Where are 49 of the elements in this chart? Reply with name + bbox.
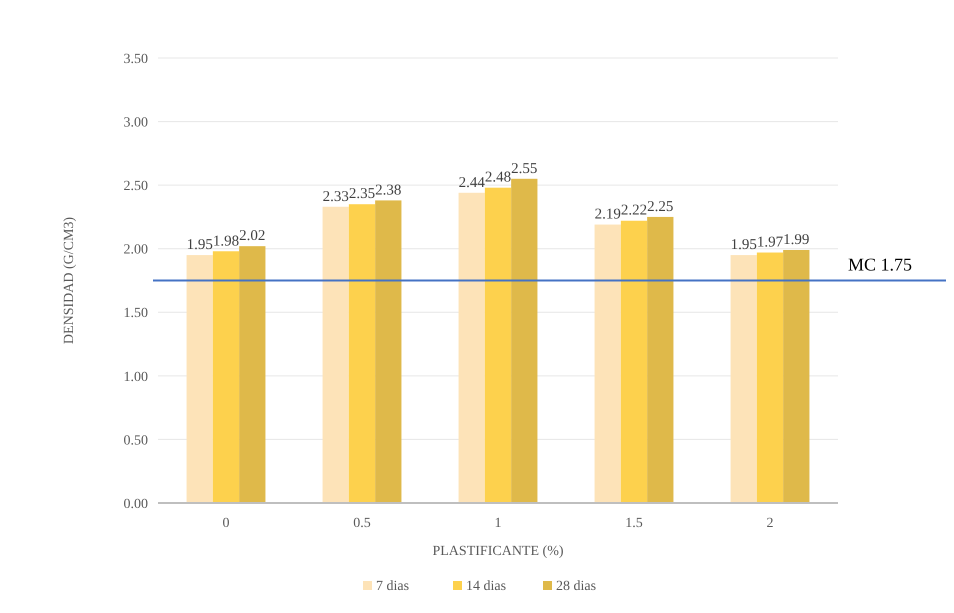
x-tick-label: 2 xyxy=(766,516,774,531)
y-tick-label: 0.50 xyxy=(124,433,148,448)
bar xyxy=(186,255,213,503)
x-tick-label: 0 xyxy=(222,516,230,531)
bar xyxy=(375,200,402,503)
data-label: 2.35 xyxy=(348,186,376,202)
data-label: 1.99 xyxy=(783,232,810,248)
data-label: 1.97 xyxy=(756,234,784,251)
data-label: 2.25 xyxy=(647,198,674,215)
y-tick-label: 1.50 xyxy=(124,306,148,322)
y-tick-label: 3.00 xyxy=(124,115,148,130)
data-label: 2.19 xyxy=(594,206,621,223)
bar xyxy=(730,255,757,503)
y-tick-label: 3.50 xyxy=(124,52,148,67)
bar xyxy=(783,250,810,503)
data-label: 2.48 xyxy=(484,170,512,186)
y-tick-label: 2.50 xyxy=(124,179,148,194)
data-label: 2.55 xyxy=(511,160,538,177)
bar xyxy=(322,206,349,503)
data-label: 1.95 xyxy=(730,237,757,254)
bar xyxy=(756,252,784,503)
data-label: 2.33 xyxy=(322,188,349,205)
bar xyxy=(212,251,240,503)
data-label: 2.22 xyxy=(620,202,648,219)
x-tick-label: 0.5 xyxy=(353,516,371,531)
y-axis-title: DENSIDAD (G/CM3) xyxy=(62,216,77,344)
data-label: 2.02 xyxy=(239,228,266,244)
bar xyxy=(484,188,512,503)
bar xyxy=(239,246,266,503)
x-tick-label: 1.5 xyxy=(625,516,643,531)
data-label: 2.44 xyxy=(458,174,486,191)
bar xyxy=(348,204,376,503)
legend-label: 7 dias xyxy=(376,579,410,594)
bar xyxy=(511,178,538,503)
bar xyxy=(620,220,648,503)
data-label: 1.95 xyxy=(186,237,213,254)
y-tick-label: 1.00 xyxy=(124,370,148,385)
legend-label: 28 dias xyxy=(556,579,596,594)
x-axis-title: PLASTIFICANTE (%) xyxy=(432,544,564,559)
y-tick-label: 0.00 xyxy=(124,496,148,512)
y-tick-label: 2.00 xyxy=(124,242,148,258)
ref-line-label: MC 1.75 xyxy=(848,254,912,274)
x-tick-label: 1 xyxy=(494,516,502,531)
bar xyxy=(647,216,674,503)
data-label: 2.38 xyxy=(375,182,402,198)
bar xyxy=(594,224,621,503)
bar xyxy=(458,192,485,503)
legend-label: 14 dias xyxy=(466,579,506,594)
data-label: 1.98 xyxy=(212,233,240,250)
